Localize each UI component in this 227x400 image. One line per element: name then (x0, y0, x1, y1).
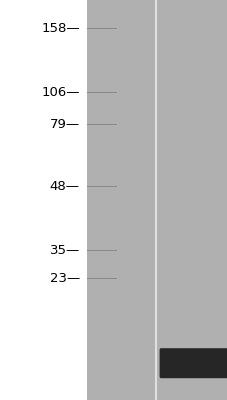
Text: 23—: 23— (49, 272, 79, 284)
Text: 79—: 79— (49, 118, 79, 130)
Text: 158—: 158— (41, 22, 79, 34)
Text: 35—: 35— (49, 244, 79, 256)
FancyBboxPatch shape (86, 0, 227, 400)
FancyBboxPatch shape (159, 348, 227, 378)
Text: 106—: 106— (41, 86, 79, 98)
Text: 48—: 48— (49, 180, 79, 192)
